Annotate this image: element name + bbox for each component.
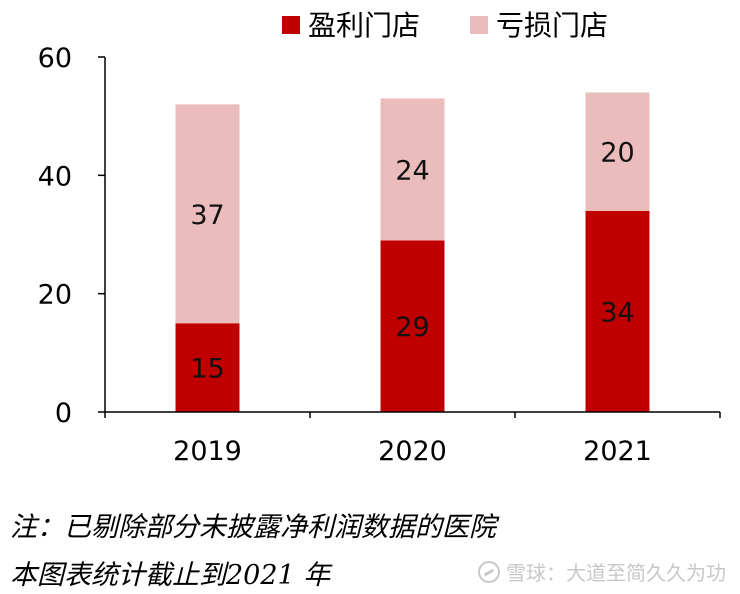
- y-tick-label: 0: [55, 398, 72, 429]
- bar-2021-series-0: [585, 210, 650, 412]
- data-label-2020-series-0: 29: [395, 312, 429, 343]
- data-label-2020-series-1: 24: [395, 155, 429, 186]
- bar-2020-series-0: [380, 240, 445, 412]
- bars: 15 37 29 24 34 20: [175, 92, 650, 412]
- y-tick-label: 40: [38, 161, 72, 192]
- y-tick-label: 60: [38, 43, 72, 74]
- bar-2021-series-1: [585, 92, 650, 211]
- watermark-text: 雪球：大道至简久久为功: [506, 561, 726, 585]
- x-tick-label: 2021: [583, 436, 652, 467]
- x-tick-label: 2020: [378, 436, 447, 467]
- data-label-2019-series-1: 37: [190, 200, 224, 231]
- data-label-2021-series-0: 34: [600, 297, 634, 328]
- bar-2019-series-1: [175, 104, 240, 324]
- chart-note-line-1: 注：已剔除部分未披露净利润数据的医院: [10, 512, 496, 543]
- legend-swatch: [470, 16, 488, 34]
- x-axis: 2019 2020 2021: [104, 411, 721, 467]
- chart-note-line-2: 本图表统计截止到2021 年: [10, 560, 331, 591]
- legend-label: 盈利门店: [308, 9, 420, 42]
- snowball-logo-icon: [478, 560, 500, 583]
- watermark: 雪球：大道至简久久为功: [478, 557, 726, 586]
- legend-swatch: [282, 16, 300, 34]
- bar-2019-series-0: [175, 323, 240, 412]
- data-label-2021-series-1: 20: [600, 138, 634, 169]
- bar-2020-series-1: [380, 98, 445, 241]
- y-axis: 0 20 40 60: [38, 43, 106, 429]
- y-tick-label: 20: [38, 280, 72, 311]
- data-label-2019-series-0: 15: [190, 354, 224, 385]
- x-tick-label: 2019: [173, 436, 242, 467]
- legend: 盈利门店 亏损门店: [282, 9, 608, 42]
- legend-label: 亏损门店: [496, 9, 608, 42]
